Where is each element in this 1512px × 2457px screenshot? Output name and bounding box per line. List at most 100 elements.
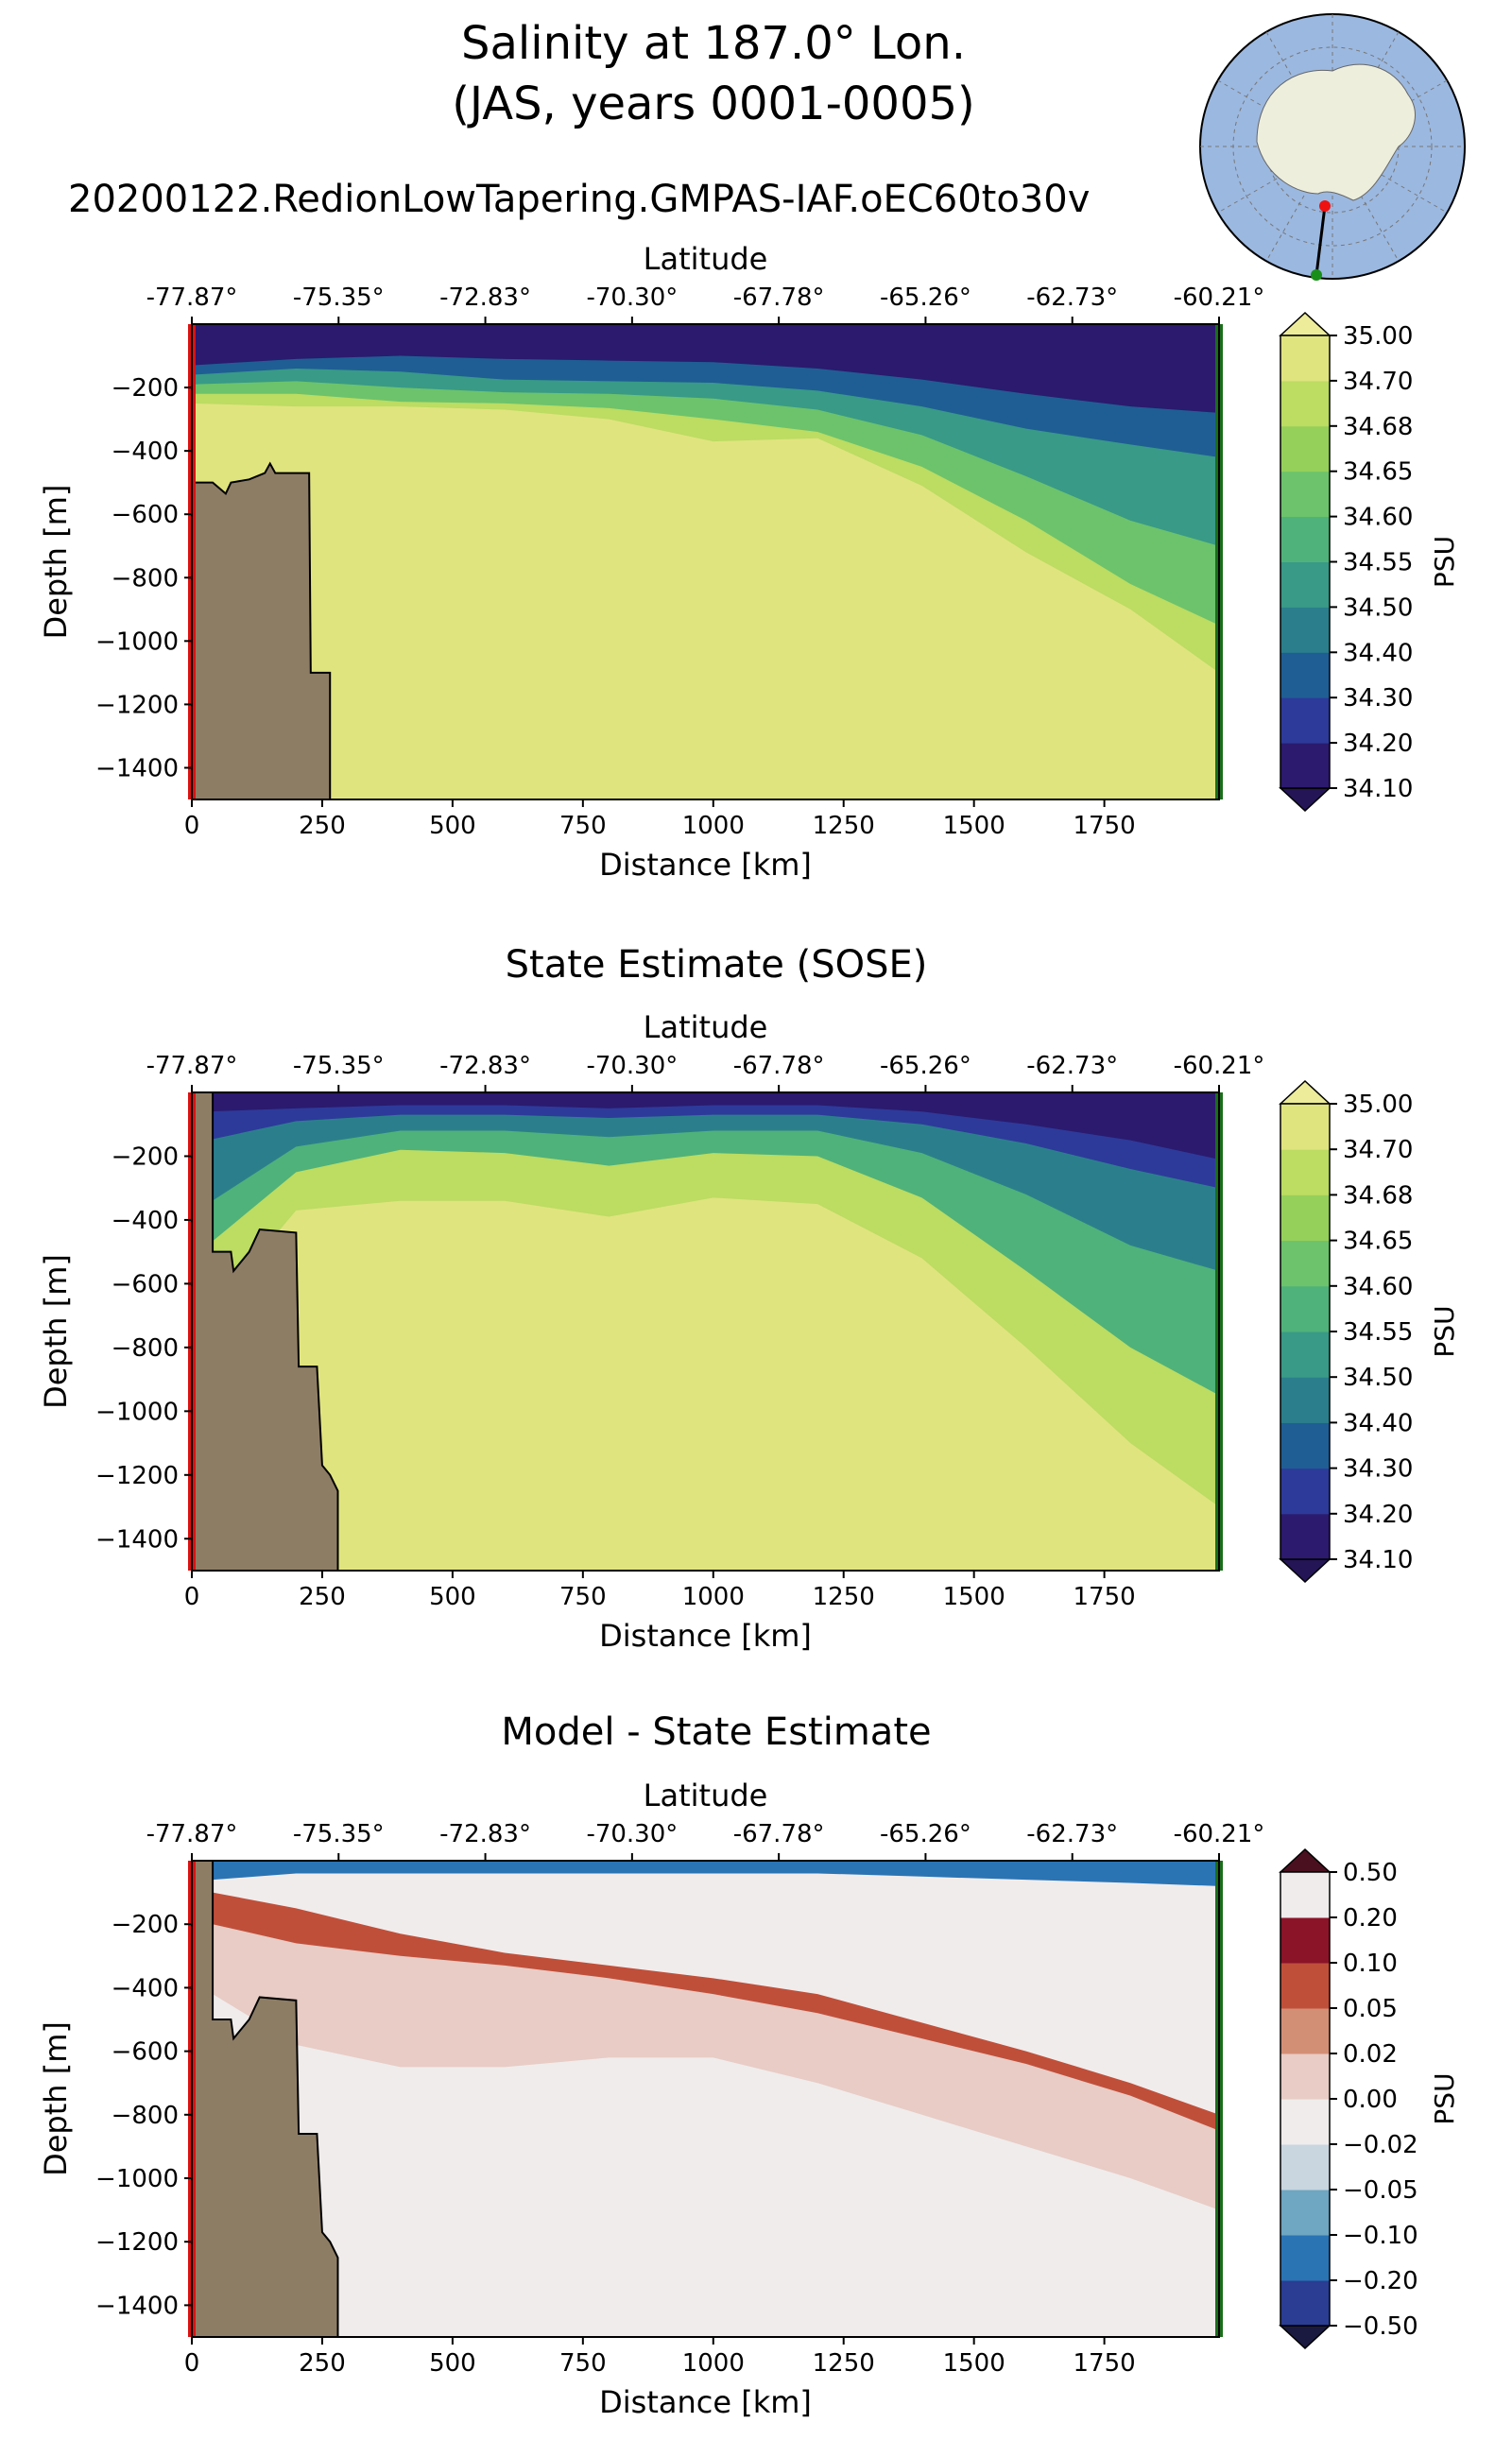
top-xtick-label-model-4: -67.78° — [733, 284, 825, 312]
colorbar-segment-model-3 — [1280, 607, 1330, 653]
colorbar-extend-high-difference — [1279, 1847, 1332, 1873]
colorbar-tick-label-model-3: 34.40 — [1343, 639, 1413, 667]
colorbar-segment-difference-5 — [1280, 2053, 1330, 2100]
ytick-label-model-1: −400 — [112, 438, 179, 466]
figure-title-line2: (JAS, years 0001-0005) — [452, 77, 975, 130]
top-xtick-label-model-2: -72.83° — [439, 284, 531, 312]
ylabel-difference: Depth [m] — [38, 2021, 74, 2176]
figure-title-line1: Salinity at 187.0° Lon. — [461, 17, 966, 70]
top-xtick-label-difference-3: -70.30° — [586, 1820, 678, 1848]
ylabel-sose: Depth [m] — [38, 1254, 74, 1409]
colorbar-tick-label-difference-0: −0.50 — [1343, 2312, 1418, 2341]
colorbar-segment-difference-3 — [1280, 2144, 1330, 2191]
colorbar-tick-label-sose-1: 34.20 — [1343, 1501, 1413, 1529]
inset-map-antarctica — [1256, 63, 1416, 201]
colorbar-tick-label-sose-9: 34.70 — [1343, 1136, 1413, 1164]
colorbar-tick-label-sose-3: 34.40 — [1343, 1409, 1413, 1437]
xlabel-difference: Distance [km] — [599, 2384, 812, 2420]
colorbar-tick-label-model-1: 34.20 — [1343, 730, 1413, 758]
colorbar-segment-sose-5 — [1280, 1285, 1330, 1332]
ytick-label-model-5: −1200 — [95, 691, 179, 719]
colorbar-tick-label-model-8: 34.68 — [1343, 413, 1413, 441]
inset-map-transect-start — [1319, 200, 1331, 212]
plot-frame-sose — [191, 1091, 1220, 1572]
xtick-label-model-3: 750 — [559, 812, 607, 840]
xtick-label-model-4: 1000 — [682, 812, 745, 840]
colorbar-tick-label-difference-2: −0.10 — [1343, 2222, 1418, 2250]
xtick-label-model-6: 1500 — [943, 812, 1005, 840]
top-xtick-label-sose-6: -62.73° — [1026, 1052, 1118, 1080]
xtick-label-difference-0: 0 — [184, 2349, 200, 2378]
colorbar-tick-label-difference-4: −0.02 — [1343, 2131, 1418, 2159]
colorbar-tick-label-difference-8: 0.10 — [1343, 1950, 1398, 1978]
colorbar-segment-difference-4 — [1280, 2099, 1330, 2145]
colorbar-tick-label-model-4: 34.50 — [1343, 593, 1413, 622]
xtick-label-sose-0: 0 — [184, 1583, 200, 1611]
xtick-label-difference-6: 1500 — [943, 2349, 1005, 2378]
colorbar-segment-model-7 — [1280, 425, 1330, 472]
colorbar-segment-sose-8 — [1280, 1149, 1330, 1195]
ytick-label-sose-3: −800 — [112, 1334, 179, 1363]
top-xlabel-difference: Latitude — [644, 1778, 768, 1813]
ytick-label-model-2: −600 — [112, 501, 179, 529]
xtick-label-sose-2: 500 — [429, 1583, 476, 1611]
colorbar-tick-label-model-10: 35.00 — [1343, 322, 1413, 351]
xtick-label-model-0: 0 — [184, 812, 200, 840]
colorbar-segment-sose-9 — [1280, 1104, 1330, 1150]
ytick-label-sose-6: −1400 — [95, 1525, 179, 1554]
colorbar-tick-label-difference-1: −0.20 — [1343, 2267, 1418, 2295]
colorbar-label-sose: PSU — [1429, 1305, 1460, 1357]
colorbar-segment-sose-6 — [1280, 1240, 1330, 1287]
top-xtick-label-sose-0: -77.87° — [146, 1052, 238, 1080]
top-xtick-label-sose-1: -75.35° — [293, 1052, 385, 1080]
ytick-label-model-3: −800 — [112, 564, 179, 593]
xtick-label-difference-7: 1750 — [1074, 2349, 1136, 2378]
ytick-label-difference-4: −1000 — [95, 2165, 179, 2193]
xtick-label-difference-2: 500 — [429, 2349, 476, 2378]
colorbar-extend-low-model — [1279, 787, 1332, 813]
colorbar-tick-label-model-7: 34.65 — [1343, 458, 1413, 487]
xtick-label-model-5: 1250 — [813, 812, 875, 840]
colorbar-segment-model-2 — [1280, 652, 1330, 698]
plot-area-model — [192, 324, 1219, 799]
top-xtick-label-model-5: -65.26° — [880, 284, 971, 312]
top-xtick-label-difference-5: -65.26° — [880, 1820, 971, 1848]
xtick-label-sose-3: 750 — [559, 1583, 607, 1611]
ytick-label-model-0: −200 — [112, 374, 179, 403]
colorbar-tick-label-model-0: 34.10 — [1343, 775, 1413, 803]
colorbar-extend-high-sose — [1279, 1079, 1332, 1105]
colorbar-segment-difference-8 — [1280, 1917, 1330, 1964]
contour-layer-model-4 — [192, 324, 1219, 413]
colorbar-tick-label-sose-8: 34.68 — [1343, 1181, 1413, 1210]
colorbar-label-model: PSU — [1429, 536, 1460, 588]
colorbar-extend-low-difference — [1279, 2325, 1332, 2350]
ytick-label-difference-0: −200 — [112, 1911, 179, 1939]
colorbar-tick-label-difference-10: 0.50 — [1343, 1859, 1398, 1887]
colorbar-segment-model-4 — [1280, 561, 1330, 608]
colorbar-segment-difference-2 — [1280, 2190, 1330, 2236]
plot-area-sose — [192, 1092, 1219, 1571]
ytick-label-sose-0: −200 — [112, 1143, 179, 1171]
top-xtick-label-difference-2: -72.83° — [439, 1820, 531, 1848]
inset-map-transect-end — [1311, 269, 1322, 281]
colorbar-segment-sose-2 — [1280, 1422, 1330, 1469]
top-xtick-label-difference-4: -67.78° — [733, 1820, 825, 1848]
xtick-label-sose-1: 250 — [299, 1583, 346, 1611]
colorbar-tick-label-sose-0: 34.10 — [1343, 1546, 1413, 1574]
top-xtick-label-model-0: -77.87° — [146, 284, 238, 312]
top-xtick-label-sose-5: -65.26° — [880, 1052, 971, 1080]
top-xtick-label-sose-7: -60.21° — [1174, 1052, 1265, 1080]
colorbar-segment-model-9 — [1280, 335, 1330, 382]
xtick-label-sose-4: 1000 — [682, 1583, 745, 1611]
colorbar-segment-sose-1 — [1280, 1468, 1330, 1515]
xtick-label-difference-3: 750 — [559, 2349, 607, 2378]
colorbar-tick-label-sose-5: 34.55 — [1343, 1318, 1413, 1347]
contour-layer-sose-4 — [207, 1092, 1219, 1160]
top-xlabel-sose: Latitude — [644, 1009, 768, 1045]
colorbar-segment-difference-9 — [1280, 1872, 1330, 1918]
bathymetry-sose — [192, 1092, 339, 1571]
colorbar-tick-label-sose-2: 34.30 — [1343, 1455, 1413, 1484]
top-xtick-label-sose-4: -67.78° — [733, 1052, 825, 1080]
xlabel-model: Distance [km] — [599, 847, 812, 883]
